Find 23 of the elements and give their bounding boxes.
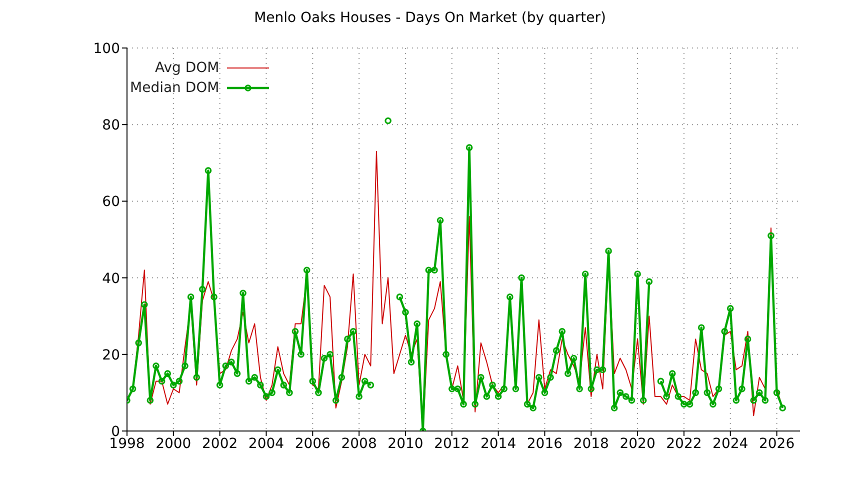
x-tick-label: 2006 <box>294 436 331 452</box>
x-tick-label: 2002 <box>202 436 238 452</box>
y-tick-label: 40 <box>102 270 120 287</box>
x-tick-label: 2020 <box>620 436 656 452</box>
x-tick-label: 2010 <box>388 436 424 452</box>
x-tick-label: 2022 <box>666 436 702 452</box>
x-tick-label: 1998 <box>109 436 145 452</box>
x-tick-label: 2004 <box>248 436 284 452</box>
x-tick-label: 2018 <box>573 436 609 452</box>
y-tick-label: 80 <box>102 118 120 134</box>
x-tick-label: 2008 <box>341 436 377 452</box>
x-tick-label: 2000 <box>156 436 192 452</box>
x-tick-label: 2026 <box>758 436 795 452</box>
x-tick-label: 2012 <box>434 436 470 452</box>
x-tick-label: 2016 <box>526 436 563 452</box>
x-tick-label: 2024 <box>712 436 748 452</box>
y-tick-label: 60 <box>102 194 120 210</box>
legend-label: Median DOM <box>130 80 220 96</box>
legend-label: Avg DOM <box>154 60 220 76</box>
chart-title: Menlo Oaks Houses - Days On Market (by quarter) <box>253 10 607 26</box>
y-tick-label: 20 <box>102 347 120 364</box>
x-tick-label: 2014 <box>480 436 516 452</box>
y-tick-label: 100 <box>93 40 120 57</box>
